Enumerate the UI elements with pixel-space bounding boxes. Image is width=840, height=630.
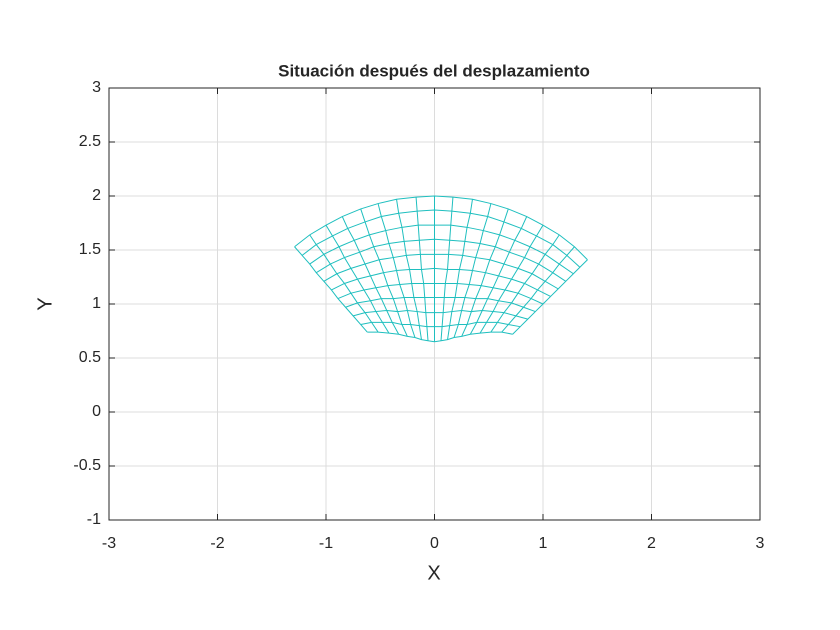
mesh-ring-line [352, 309, 528, 320]
mesh-ring-line [331, 267, 551, 297]
mesh-ring-line [301, 209, 581, 268]
x-tick-label: -2 [210, 535, 224, 552]
plot-frame [108, 87, 761, 521]
y-tick-label: 0.5 [79, 349, 101, 366]
y-tick-label: 1 [92, 295, 101, 312]
x-tick-label: -1 [319, 535, 333, 552]
mesh-ring-line [360, 321, 521, 328]
x-tick-label: 3 [756, 535, 765, 552]
mesh-ring-line [294, 195, 588, 261]
y-tick-label: 0 [92, 403, 101, 420]
mesh-ring-line [367, 331, 513, 343]
mesh-ring-line [337, 282, 544, 305]
y-tick-label: 2 [92, 187, 101, 204]
chart-title: Situación después del desplazamiento [278, 61, 590, 80]
x-tick-label: -3 [102, 535, 116, 552]
x-axis-label: X [427, 562, 440, 584]
y-tick-label: -1 [87, 511, 101, 528]
y-tick-label: 1.5 [79, 241, 101, 258]
x-tick-label: 0 [430, 535, 439, 552]
y-tick-label: 3 [92, 79, 101, 96]
x-tick-label: 2 [647, 535, 656, 552]
mesh-ring-line [309, 224, 574, 275]
y-tick-label: 2.5 [79, 133, 101, 150]
mesh-ring-line [345, 297, 536, 313]
y-axis-label: Y [34, 297, 56, 310]
x-tick-label: 1 [539, 535, 548, 552]
mesh-ring-line [323, 253, 559, 290]
y-tick-label: -0.5 [73, 457, 101, 474]
mesh-ring-line [315, 238, 567, 282]
